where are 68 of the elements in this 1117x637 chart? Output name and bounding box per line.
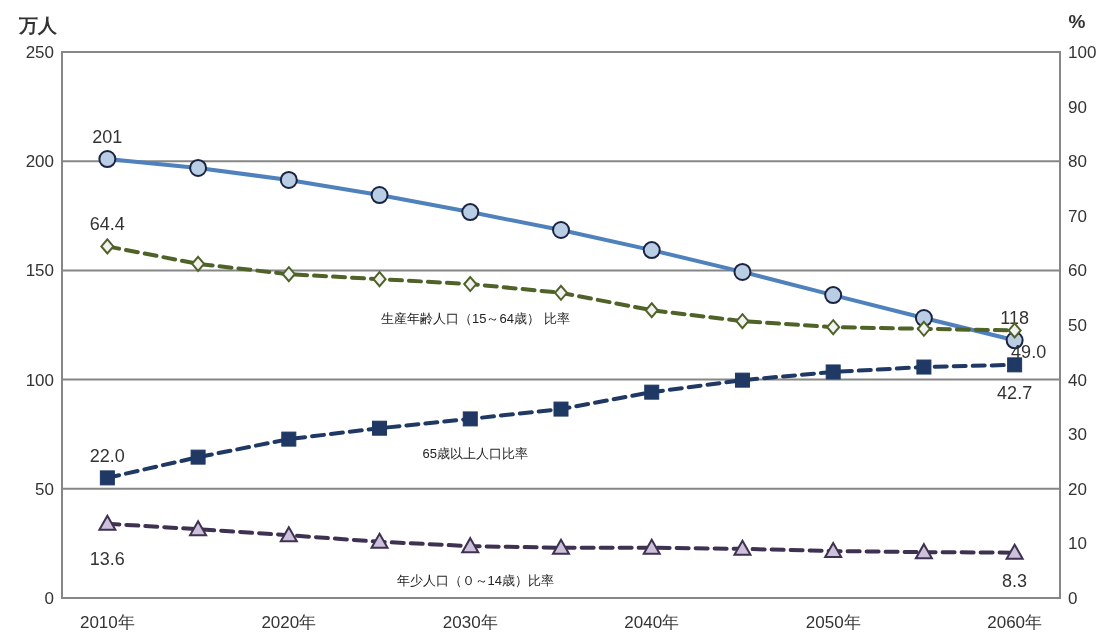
y2-tick-label: 70	[1068, 206, 1087, 226]
point	[824, 542, 843, 559]
y-axis-title: 万人	[18, 15, 58, 36]
point	[552, 538, 570, 555]
y2-tick-label: 80	[1068, 152, 1087, 172]
x-tick-label: 2010年	[79, 613, 135, 632]
y-tick-label: 250	[25, 43, 54, 62]
data-label: 118	[1000, 308, 1029, 329]
y-tick-label: 50	[35, 479, 54, 499]
data-label: 42.7	[997, 382, 1033, 403]
point	[734, 372, 750, 388]
point	[281, 266, 296, 283]
point	[372, 271, 387, 288]
x-tick-label: 2040年	[624, 613, 680, 632]
point	[825, 364, 841, 380]
y2-tick-label: 60	[1068, 261, 1087, 281]
y-tick-label: 100	[25, 370, 54, 390]
point	[1007, 357, 1023, 373]
point	[553, 401, 569, 417]
point	[99, 470, 115, 486]
y2-tick-label: 30	[1068, 425, 1087, 445]
y2-tick-label: 10	[1068, 534, 1087, 554]
point	[370, 532, 389, 549]
point	[916, 359, 932, 375]
y2-tick-label: 100	[1068, 43, 1097, 62]
point	[462, 411, 478, 427]
series-label: 年少人口（０～14歳）比率	[396, 573, 555, 589]
point	[735, 313, 750, 330]
y2-tick-label: 50	[1068, 316, 1087, 335]
x-tick-label: 2030年	[442, 613, 498, 632]
point	[644, 384, 660, 400]
point	[279, 526, 298, 543]
point	[100, 238, 115, 255]
y2-tick-label: 20	[1068, 479, 1087, 499]
data-label: 13.6	[89, 548, 125, 569]
point	[642, 538, 661, 555]
point	[914, 543, 933, 560]
point	[372, 420, 388, 436]
x-tick-label: 2060年	[987, 613, 1043, 632]
y-tick-label: 0	[44, 589, 54, 608]
series-label: 生産年齢人口（15～64歳） 比率	[381, 311, 570, 327]
y-tick-label: 150	[25, 261, 54, 281]
data-label: 64.4	[89, 214, 125, 235]
y-tick-label: 200	[25, 152, 54, 172]
point	[1005, 543, 1024, 560]
point	[98, 514, 117, 531]
point	[733, 539, 752, 556]
y2-axis-title: %	[1068, 11, 1086, 32]
y2-tick-label: 40	[1068, 370, 1087, 390]
x-tick-label: 2050年	[805, 613, 861, 632]
point	[916, 320, 931, 337]
point	[461, 537, 480, 554]
point	[644, 302, 659, 319]
point	[190, 449, 206, 465]
point	[189, 520, 208, 537]
data-label: 22.0	[89, 445, 125, 466]
y2-tick-label: 90	[1068, 97, 1087, 117]
point	[554, 284, 568, 301]
data-label: 8.3	[1002, 570, 1028, 591]
point	[191, 255, 206, 272]
x-tick-label: 2020年	[261, 613, 317, 632]
data-label: 49.0	[1011, 342, 1047, 363]
point	[463, 276, 478, 293]
data-label: 201	[92, 127, 123, 148]
point	[826, 319, 841, 336]
series-label: 65歳以上人口比率	[422, 445, 529, 461]
point	[281, 431, 297, 447]
y2-tick-label: 0	[1068, 589, 1078, 608]
